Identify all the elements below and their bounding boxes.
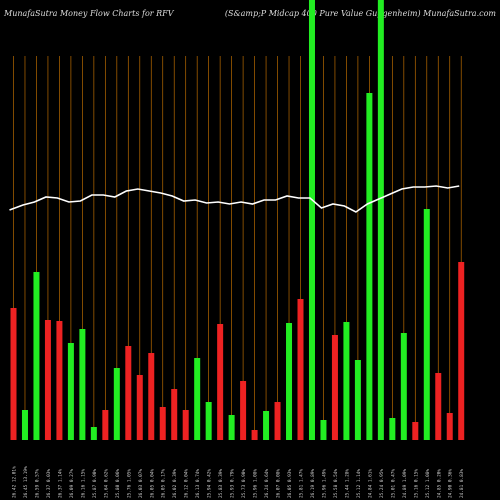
money-flow-bar	[194, 358, 201, 440]
x-tick-label: 26.05 0.93%	[287, 469, 293, 498]
money-flow-bar	[159, 407, 166, 440]
money-flow-bar	[389, 418, 396, 440]
money-flow-bar	[297, 299, 304, 440]
x-tick-label: 26.05 0.04%	[149, 469, 155, 498]
x-tick-label: 24.90 0.36%	[448, 469, 454, 498]
money-flow-bar	[33, 272, 40, 440]
x-tick-label: 25.96 1.08%	[253, 469, 259, 498]
x-tick-label: 25.96 1.49%	[321, 469, 327, 498]
x-tick-label: 24.81 0.83%	[459, 469, 465, 498]
money-flow-bar	[400, 333, 407, 440]
x-tick-label: 25.80 0.06%	[115, 469, 121, 498]
x-tick-label: 25.12 1.14%	[356, 469, 362, 498]
money-flow-bar	[44, 320, 51, 440]
money-flow-bar	[125, 346, 132, 440]
money-flow-bar	[10, 308, 17, 440]
x-tick-label: 26.24 0.64%	[264, 469, 270, 498]
money-flow-bar	[148, 353, 155, 440]
money-flow-bar	[21, 410, 28, 440]
x-tick-label: 25.01 0.47%	[390, 469, 396, 498]
x-tick-label: 26.02 0.39%	[172, 469, 178, 498]
x-tick-label: 25.94 0.42%	[207, 469, 213, 498]
x-tick-label: 25.58 0.54%	[333, 469, 339, 498]
money-flow-bar	[205, 402, 212, 440]
money-flow-bar	[377, 0, 384, 440]
x-tick-label: 26.03 0.07%	[138, 469, 144, 498]
x-tick-label: 26.42 12.01%	[12, 466, 18, 498]
money-flow-bar	[228, 415, 235, 440]
x-tick-label: 25.16 0.15%	[413, 469, 419, 498]
money-flow-bar	[56, 321, 63, 440]
money-flow-bar	[90, 427, 97, 440]
money-flow-bar	[343, 322, 350, 440]
money-flow-bar	[171, 389, 178, 440]
x-tick-label: 26.37 1.14%	[57, 469, 63, 498]
money-flow-bar	[286, 323, 293, 440]
x-tick-label: 25.76 1.05%	[126, 469, 132, 498]
money-flow-bar	[217, 324, 224, 440]
x-tick-label: 25.73 0.90%	[241, 469, 247, 498]
money-flow-bar	[331, 335, 338, 440]
money-flow-bar	[79, 329, 86, 440]
money-flow-bar	[308, 0, 315, 440]
x-tick-label: 25.83 0.39%	[218, 469, 224, 498]
money-flow-bar	[412, 422, 419, 440]
money-flow-bar	[354, 360, 361, 440]
x-tick-label: 25.24 0.95%	[379, 469, 385, 498]
money-flow-bar	[113, 368, 120, 440]
header-right-title: (S&amp;P Midcap 400 Pure Value Guggenhei…	[224, 9, 496, 18]
money-flow-bar	[435, 373, 442, 440]
money-flow-bar	[136, 375, 143, 440]
money-flow-bar	[67, 343, 74, 440]
x-tick-label: 24.89 1.09%	[402, 469, 408, 498]
x-tick-label: 25.93 0.79%	[230, 469, 236, 498]
x-tick-label: 26.59 0.57%	[34, 469, 40, 498]
x-tick-label: 25.12 1.08%	[425, 469, 431, 498]
x-tick-label: 26.37 0.03%	[46, 469, 52, 498]
money-flow-bar	[423, 209, 430, 440]
money-flow-bar	[182, 410, 189, 440]
x-tick-label: 26.12 0.04%	[184, 469, 190, 498]
money-flow-bar	[263, 411, 270, 440]
x-tick-label: 25.87 0.90%	[92, 469, 98, 498]
x-tick-label: 25.44 1.28%	[344, 469, 350, 498]
header-left-title: MunafaSutra Money Flow Charts for RFV	[4, 9, 174, 18]
price-line	[9, 185, 460, 213]
money-flow-bar	[458, 262, 465, 440]
x-tick-label: 26.19 0.89%	[310, 469, 316, 498]
x-tick-label: 25.64 0.62%	[103, 469, 109, 498]
money-flow-bar	[102, 410, 109, 440]
x-tick-label: 26.45 13.19%	[23, 466, 29, 498]
x-tick-label: 24.85 0.20%	[436, 469, 442, 498]
money-flow-bar	[251, 430, 258, 440]
x-tick-label: 26.13 0.74%	[195, 469, 201, 498]
money-flow-bar	[274, 402, 281, 440]
x-tick-label: 26.09 0.27%	[69, 469, 75, 498]
money-flow-bar	[446, 413, 453, 440]
x-tick-label: 24.84 1.61%	[367, 469, 373, 498]
x-tick-label: 26.07 0.08%	[276, 469, 282, 498]
x-tick-label: 26.05 0.17%	[161, 469, 167, 498]
x-tick-label: 26.16 1.15%	[80, 469, 86, 498]
money-flow-bar	[366, 93, 373, 440]
x-tick-label: 25.81 1.47%	[299, 469, 305, 498]
money-flow-bar	[240, 381, 247, 440]
money-flow-bar	[320, 420, 327, 440]
